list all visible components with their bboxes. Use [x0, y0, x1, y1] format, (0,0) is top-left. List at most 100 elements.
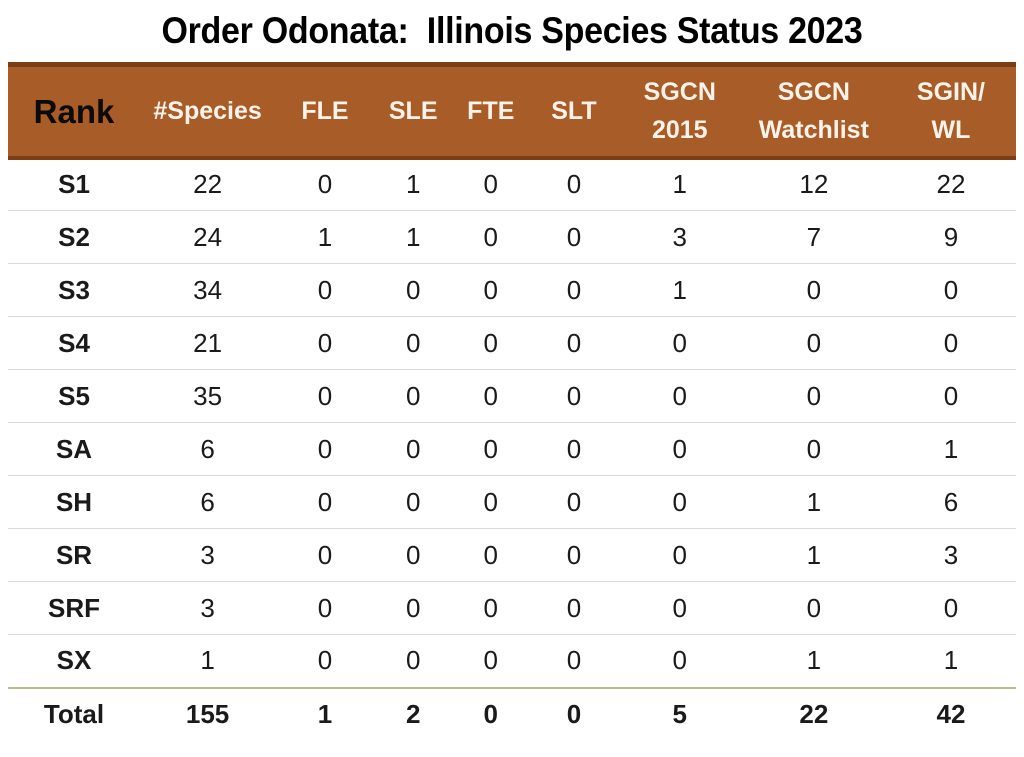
value-cell: 0: [451, 369, 531, 423]
value-cell: 0: [885, 369, 1016, 423]
table-row: S3 34 0 0 0 0 1 0 0: [8, 263, 1016, 317]
value-cell: 0: [530, 263, 618, 317]
col-header-sle: SLE: [374, 62, 452, 160]
value-cell: 0: [530, 422, 618, 476]
value-cell: 1: [374, 157, 452, 211]
value-cell: 0: [374, 263, 452, 317]
value-cell: 0: [275, 528, 375, 582]
table-row: S5 35 0 0 0 0 0 0 0: [8, 369, 1016, 423]
table-row: S2 24 1 1 0 0 3 7 9: [8, 210, 1016, 264]
value-cell: 0: [451, 263, 531, 317]
value-cell: 0: [374, 316, 452, 370]
col-header-slt: SLT: [530, 62, 618, 160]
table-row: SX 1 0 0 0 0 0 1 1: [8, 634, 1016, 688]
value-cell: 3: [140, 528, 276, 582]
value-cell: 0: [451, 157, 531, 211]
col-header-sgcn-2015: SGCN 2015: [617, 62, 742, 160]
value-cell: 0: [741, 422, 886, 476]
value-cell: 0: [530, 634, 618, 688]
col-header-rank: Rank: [8, 62, 141, 160]
page-title: Order Odonata: Illinois Species Status 2…: [161, 10, 863, 52]
species-status-table: Rank #Species FLE SLE FTE SLT SGCN 2015 …: [8, 62, 1016, 740]
value-cell: 21: [140, 316, 276, 370]
value-cell: 0: [741, 316, 886, 370]
value-cell: 0: [617, 422, 742, 476]
value-cell: 155: [140, 686, 276, 740]
value-cell: 0: [451, 686, 531, 740]
value-cell: 0: [451, 475, 531, 529]
table-row: S4 21 0 0 0 0 0 0 0: [8, 316, 1016, 370]
value-cell: 0: [451, 210, 531, 264]
value-cell: 7: [741, 210, 886, 264]
value-cell: 0: [617, 369, 742, 423]
value-cell: 0: [530, 686, 618, 740]
table-row: SRF 3 0 0 0 0 0 0 0: [8, 581, 1016, 635]
value-cell: 0: [374, 422, 452, 476]
rank-cell: SR: [8, 528, 141, 582]
value-cell: 0: [275, 263, 375, 317]
rank-cell: SA: [8, 422, 141, 476]
value-cell: 0: [617, 581, 742, 635]
value-cell: 0: [530, 316, 618, 370]
value-cell: 1: [885, 422, 1016, 476]
value-cell: 0: [275, 475, 375, 529]
rank-cell: SH: [8, 475, 141, 529]
value-cell: 0: [885, 263, 1016, 317]
header-row: Rank #Species FLE SLE FTE SLT SGCN 2015 …: [8, 62, 1016, 160]
value-cell: 22: [885, 157, 1016, 211]
value-cell: 0: [530, 528, 618, 582]
value-cell: 1: [741, 475, 886, 529]
value-cell: 0: [617, 475, 742, 529]
table-body: S1 22 0 1 0 0 1 12 22 S2 24 1 1 0 0 3 7 9 S3 34 0 0 0 0 1 0 0 S4 21 0…: [8, 157, 1016, 740]
value-cell: 0: [617, 528, 742, 582]
value-cell: 1: [617, 263, 742, 317]
value-cell: 1: [374, 210, 452, 264]
value-cell: 0: [530, 475, 618, 529]
value-cell: 0: [275, 581, 375, 635]
value-cell: 5: [617, 686, 742, 740]
value-cell: 3: [617, 210, 742, 264]
value-cell: 0: [374, 634, 452, 688]
value-cell: 1: [741, 634, 886, 688]
table-row: SA 6 0 0 0 0 0 0 1: [8, 422, 1016, 476]
value-cell: 0: [741, 263, 886, 317]
value-cell: 0: [374, 369, 452, 423]
value-cell: 0: [275, 316, 375, 370]
value-cell: 0: [275, 634, 375, 688]
value-cell: 34: [140, 263, 276, 317]
rank-cell: S3: [8, 263, 141, 317]
value-cell: 0: [374, 528, 452, 582]
total-row: Total 155 1 2 0 0 5 22 42: [8, 686, 1016, 740]
value-cell: 0: [451, 528, 531, 582]
col-header-fte: FTE: [451, 62, 531, 160]
value-cell: 0: [451, 316, 531, 370]
value-cell: 0: [741, 369, 886, 423]
rank-cell: S2: [8, 210, 141, 264]
value-cell: 22: [140, 157, 276, 211]
value-cell: 0: [530, 581, 618, 635]
value-cell: 6: [140, 422, 276, 476]
value-cell: 0: [530, 157, 618, 211]
value-cell: 0: [617, 634, 742, 688]
value-cell: 0: [451, 422, 531, 476]
table-row: SR 3 0 0 0 0 0 1 3: [8, 528, 1016, 582]
rank-cell: Total: [8, 686, 141, 740]
value-cell: 6: [885, 475, 1016, 529]
value-cell: 0: [530, 369, 618, 423]
table-row: S1 22 0 1 0 0 1 12 22: [8, 157, 1016, 211]
table-header: Rank #Species FLE SLE FTE SLT SGCN 2015 …: [8, 62, 1016, 160]
rank-cell: SX: [8, 634, 141, 688]
col-header-fle: FLE: [275, 62, 375, 160]
value-cell: 0: [885, 581, 1016, 635]
value-cell: 0: [275, 422, 375, 476]
value-cell: 0: [617, 316, 742, 370]
col-header-sgcn-watchlist: SGCN Watchlist: [741, 62, 886, 160]
value-cell: 0: [530, 210, 618, 264]
table-row: SH 6 0 0 0 0 0 1 6: [8, 475, 1016, 529]
value-cell: 1: [741, 528, 886, 582]
rank-cell: S5: [8, 369, 141, 423]
value-cell: 6: [140, 475, 276, 529]
value-cell: 35: [140, 369, 276, 423]
value-cell: 12: [741, 157, 886, 211]
